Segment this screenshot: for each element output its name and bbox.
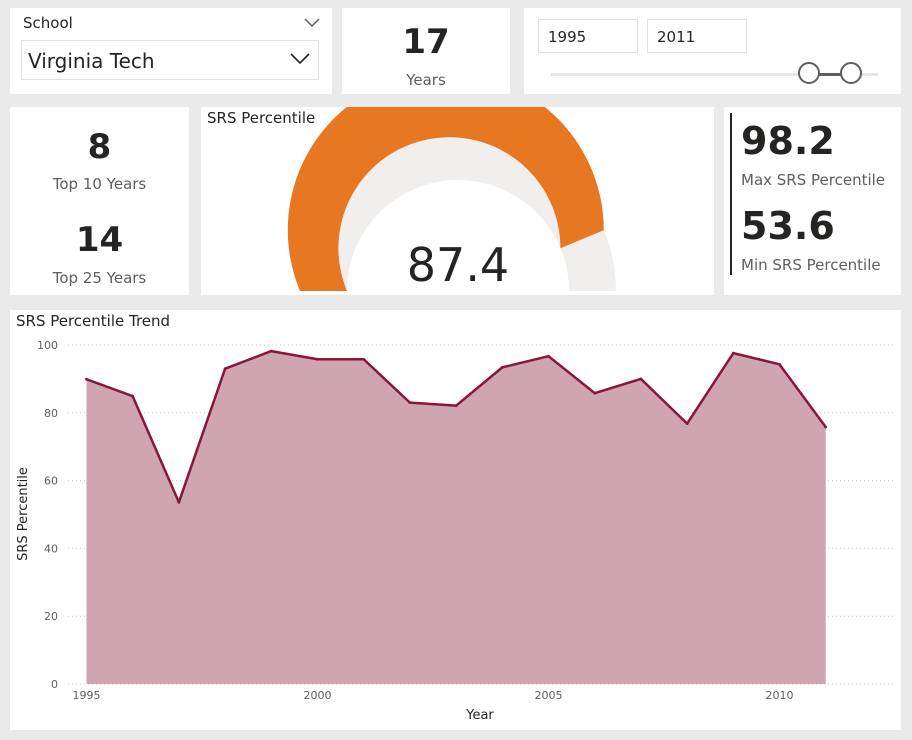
max-srs-value: 98.2 [741,119,835,163]
range-start-handle[interactable] [798,62,820,84]
data-point[interactable] [685,422,689,426]
y-axis-title: SRS Percentile [16,467,31,561]
range-track[interactable] [551,73,878,76]
gauge-title: SRS Percentile [207,109,316,127]
chevron-down-icon[interactable] [290,53,310,65]
school-slicer: School Virginia Tech [10,8,332,94]
school-slicer-header: School [23,14,73,32]
data-point[interactable] [316,357,319,361]
data-point[interactable] [593,391,597,395]
area-fill [86,351,826,684]
school-dropdown[interactable]: Virginia Tech [21,40,319,80]
range-fill [809,73,851,76]
top25-count: 14 [75,220,124,260]
x-tick-label: 2005 [534,689,562,702]
minmax-card: 98.2 Max SRS Percentile 53.6 Min SRS Per… [724,107,901,295]
data-point[interactable] [269,349,273,353]
data-point[interactable] [408,401,412,405]
year-range-slicer: 1995 2011 [524,8,901,94]
top10-label: Top 10 Years [52,175,147,193]
y-tick-label: 80 [44,407,58,420]
data-point[interactable] [454,404,458,408]
y-tick-label: 40 [44,542,58,555]
data-point[interactable] [223,367,227,371]
gauge-card: 87.4 SRS Percentile [201,107,714,295]
data-point[interactable] [85,377,88,381]
min-srs-label: Min SRS Percentile [741,256,881,274]
gauge-value: 87.4 [407,238,509,292]
accent-bar [730,113,732,275]
x-axis-title: Year [465,708,494,723]
chevron-down-icon[interactable] [304,18,320,28]
max-srs-label: Max SRS Percentile [741,171,886,189]
top10-count: 8 [87,127,112,167]
trend-chart[interactable]: 0 20 40 60 80 100 1995 2000 2005 2010 Year SRS P… [10,310,901,730]
years-count: 17 [402,22,450,62]
years-label: Years [406,71,446,89]
data-point[interactable] [731,351,735,355]
gauge-chart[interactable]: 87.4 [201,107,714,295]
x-tick-label: 2000 [303,689,331,702]
x-tick-label: 1995 [72,689,100,702]
data-point[interactable] [547,354,550,358]
y-tick-label: 100 [37,339,58,352]
data-point[interactable] [778,362,781,366]
trend-title: SRS Percentile Trend [16,312,171,330]
y-tick-label: 20 [44,610,58,623]
min-srs-value: 53.6 [741,204,835,248]
years-card: 17 Years [342,8,510,94]
data-point[interactable] [500,365,504,369]
y-tick-label: 60 [44,475,58,488]
data-point[interactable] [131,394,135,398]
x-tick-label: 2010 [765,689,793,702]
top25-label: Top 25 Years [52,269,147,287]
top-years-card: 8 Top 10 Years 14 Top 25 Years [10,107,189,295]
school-dropdown-value: Virginia Tech [28,49,155,73]
data-point[interactable] [362,357,366,361]
range-end-handle[interactable] [840,62,862,84]
data-point[interactable] [177,500,181,504]
gauge-fill [287,107,604,291]
range-start-input[interactable]: 1995 [538,19,638,53]
data-point[interactable] [824,425,828,429]
range-end-input[interactable]: 2011 [647,19,747,53]
trend-card: 0 20 40 60 80 100 1995 2000 2005 2010 Year SRS P… [10,310,901,730]
data-point[interactable] [639,377,643,381]
y-tick-label: 0 [51,678,58,691]
